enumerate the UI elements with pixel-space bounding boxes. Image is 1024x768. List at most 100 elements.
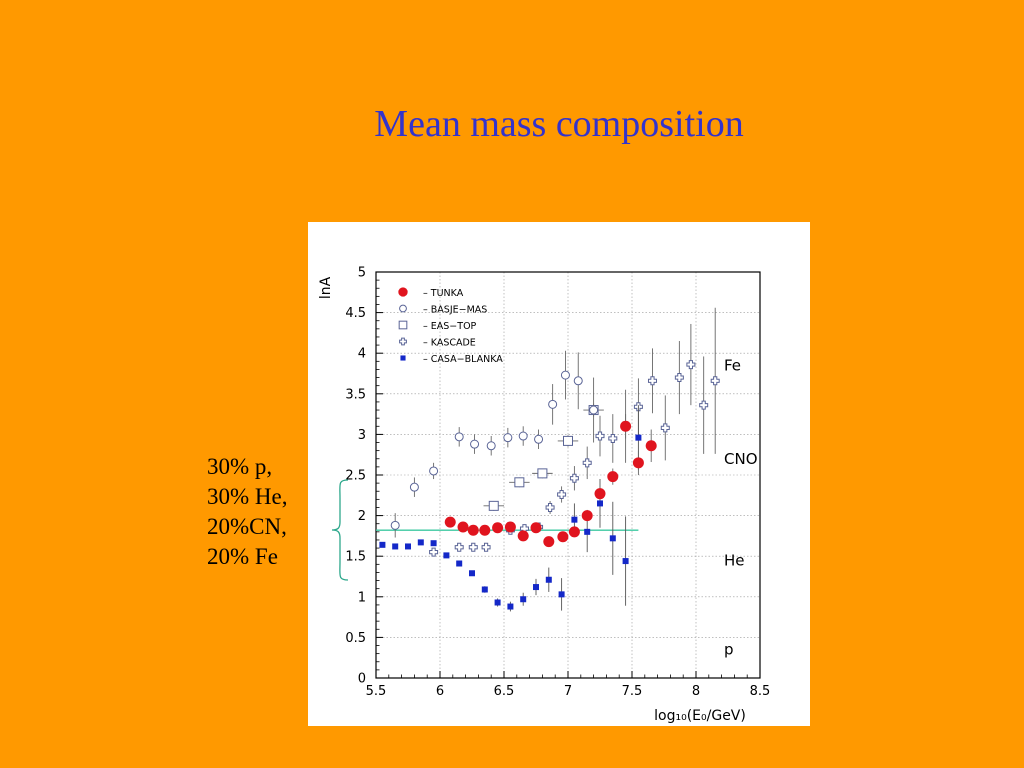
slide-title: Mean mass composition [374,103,744,145]
legend-label: – TUNKA [423,288,464,299]
tunka-point [620,420,632,432]
eas-top-point [488,500,499,511]
basje-mas-point [390,520,400,530]
eas-top-point [514,477,525,488]
data-series [379,307,720,612]
y-tick-label: 5 [358,266,366,281]
casa-blanka-point [379,541,386,548]
y-tick-label: 0 [358,672,366,687]
casa-blanka-point [481,586,488,593]
annotation-line-cn: 20%CN, [207,514,287,539]
region-label: He [724,551,745,569]
tunka-point [594,488,606,500]
casa-blanka-point [533,584,539,591]
y-tick-label: 2.5 [345,469,366,484]
x-tick-label: 7.5 [622,684,643,699]
annotation-line-helium: 30% He, [207,484,288,509]
x-tick-label: 5.5 [366,684,387,699]
kascade-point [468,542,478,552]
legend-label: – KASCADE [423,338,476,349]
tunka-point [467,524,479,536]
basje-mas-point [589,405,599,415]
casa-blanka-point [635,434,642,441]
tunka-point [581,510,593,522]
eas-top-point [563,435,573,446]
kascade-point [481,542,491,552]
basje-mas-point [454,432,464,442]
tunka-point [607,471,619,483]
tunka-point [457,521,469,533]
tunka-point [568,526,580,538]
series-tunka [444,414,657,548]
y-tick-label: 3.5 [345,387,366,402]
x-axis-label: log₁₀(E₀/GeV) [654,708,746,724]
series-basje-mas [390,350,631,538]
casa-blanka-point [520,596,527,603]
casa-blanka-point [597,500,603,507]
y-tick-label: 1.5 [345,550,366,565]
kascade-point [699,400,709,410]
brace-path [331,479,349,581]
tunka-point [517,530,529,542]
tunka-point [479,524,491,536]
y-tick-label: 4 [358,347,366,362]
basje-mas-point [573,376,583,386]
tunka-point [444,516,456,528]
x-tick-label: 6 [436,684,444,699]
basje-mas-point [534,434,544,444]
plot-frame [375,271,761,679]
grid [376,272,760,678]
basje-mas-point [429,466,439,476]
basje-mas-point [409,482,419,492]
legend-label: – CASA−BLANKA [423,354,503,365]
x-tick-label: 6.5 [494,684,515,699]
tunka-point [557,531,569,543]
mass-composition-chart: 5.5 6 6.5 7 7.5 8 8.5 0 0.5 1 1.5 2 2.5 3 3.5 4 4.5 5 – T… [318,266,770,725]
tunka-point [492,522,504,534]
kascade-point [674,373,684,383]
basje-mas-point [399,304,407,313]
casa-blanka-point [456,560,463,567]
kascade-point [399,337,407,346]
kascade-point [545,502,555,512]
legend-label: – EAS−TOP [423,321,477,332]
x-tick-label: 7 [564,684,572,699]
casa-blanka-point [417,539,424,546]
region-label: Fe [724,356,741,374]
kascade-point [608,433,618,443]
kascade-point [660,423,670,433]
tunka-point [645,440,657,452]
tunka-point [632,457,644,469]
axes: 5.5 6 6.5 7 7.5 8 8.5 0 0.5 1 1.5 2 2.5 3 3.5 4 4.5 5 [345,266,770,700]
casa-blanka-point [392,543,399,550]
basje-mas-point [548,399,558,409]
y-tick-label: 0.5 [345,631,366,646]
casa-blanka-point [507,603,514,610]
y-tick-label: 4.5 [345,306,366,321]
kascade-point [557,489,567,499]
kascade-point [647,376,657,386]
x-tick-label: 8.5 [750,684,771,699]
y-axis-label: lnA [318,276,334,299]
tunka-point [530,522,542,534]
kascade-point [569,473,579,483]
casa-blanka-point [430,540,437,547]
x-tick-label: 8 [692,684,700,699]
casa-blanka-point [584,528,591,535]
series-casa-blanka [379,405,642,612]
y-tick-label: 1 [358,590,366,605]
eas-top-point [398,320,408,330]
casa-blanka-point [609,535,616,542]
legend: – TUNKA – BASJE−MAS – EAS−TOP – KASCADE – CA… [398,287,503,365]
composition-annotation: 30% p, 30% He, 20%CN, 20% Fe [207,452,287,572]
basje-mas-point [518,431,528,441]
casa-blanka-point [494,599,501,606]
kascade-point [454,542,464,552]
casa-blanka-point [405,543,411,550]
region-labels: Fe CNO He p [724,356,758,658]
tunka-point [398,287,408,297]
basje-mas-point [470,439,480,449]
y-tick-label: 3 [358,428,366,443]
basje-mas-point [503,433,513,443]
casa-blanka-point [622,558,629,565]
